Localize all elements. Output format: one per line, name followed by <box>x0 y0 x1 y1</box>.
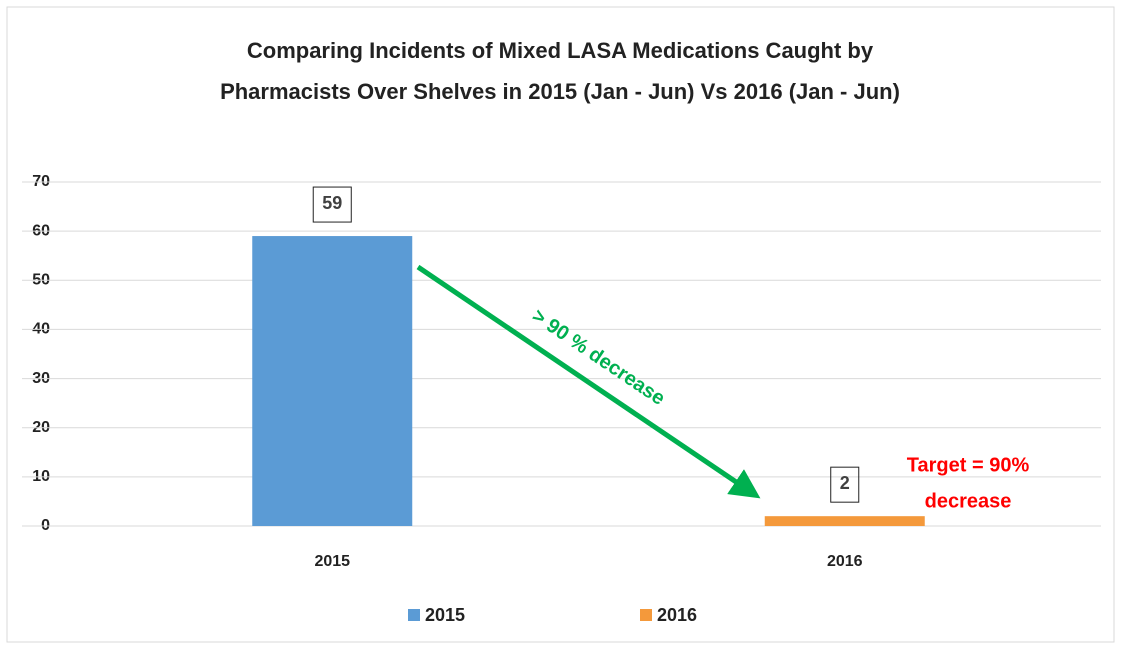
data-label-box <box>312 186 352 223</box>
data-label: 59 <box>322 193 342 213</box>
data-label-box <box>830 466 860 503</box>
bar <box>252 236 413 527</box>
arrow <box>416 264 761 499</box>
annotation: decrease <box>925 490 1012 512</box>
chart-border <box>6 6 1115 643</box>
legend-label: 2015 <box>425 605 465 625</box>
legend-label: 2016 <box>657 605 697 625</box>
chart-title: Comparing Incidents of Mixed LASA Medica… <box>247 38 874 63</box>
annotation: Target = 90% <box>907 454 1030 476</box>
data-label: 2 <box>840 473 850 493</box>
bar <box>764 516 925 526</box>
x-tick-label: 2016 <box>827 553 863 570</box>
chart-title: Pharmacists Over Shelves in 2015 (Jan - … <box>220 79 900 104</box>
x-tick-label: 2015 <box>314 553 350 570</box>
legend-swatch <box>408 609 420 621</box>
legend-swatch <box>640 609 652 621</box>
